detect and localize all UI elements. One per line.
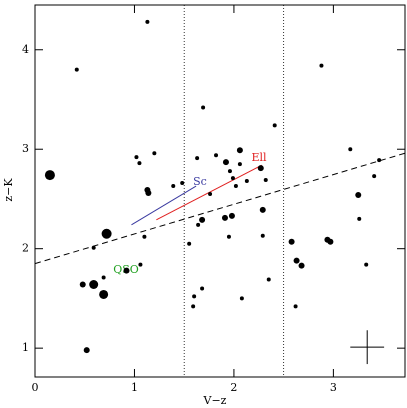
y-tick-label: 2 [22, 242, 29, 255]
point [191, 304, 196, 309]
point [260, 233, 265, 238]
point [237, 162, 242, 167]
point [187, 241, 192, 246]
point [214, 153, 219, 158]
x-tick-label: 1 [131, 381, 138, 394]
annotation: Ell [251, 151, 267, 164]
plot-frame [34, 4, 406, 378]
point [222, 159, 229, 166]
point [355, 191, 362, 198]
point [142, 234, 147, 239]
point [192, 294, 197, 299]
point [145, 19, 150, 24]
point [377, 158, 382, 163]
y-tick-label: 1 [22, 341, 29, 354]
x-axis-label: V−z [203, 394, 227, 407]
point [91, 245, 96, 250]
point [152, 151, 157, 156]
point [259, 206, 266, 213]
point [236, 147, 243, 154]
point [89, 279, 99, 289]
point [196, 222, 201, 227]
point [244, 179, 249, 184]
y-tick-label: 3 [22, 142, 29, 155]
x-tick-label: 2 [230, 381, 237, 394]
point [180, 181, 185, 186]
point [357, 216, 362, 221]
point [137, 161, 142, 166]
point [257, 165, 264, 172]
point [233, 184, 238, 189]
point [44, 170, 55, 181]
point [200, 286, 205, 291]
point [101, 228, 112, 239]
point [319, 63, 324, 68]
model-line [34, 152, 406, 265]
point [293, 257, 300, 264]
point [138, 262, 143, 267]
point [171, 184, 176, 189]
point [134, 155, 139, 160]
point [364, 262, 369, 267]
point [195, 156, 200, 161]
point [221, 214, 228, 221]
point [145, 189, 152, 196]
point [74, 67, 79, 72]
x-tick-label: 0 [32, 381, 39, 394]
point [263, 178, 268, 183]
point [226, 234, 231, 239]
point [99, 289, 109, 299]
point [101, 275, 106, 280]
model-line [131, 185, 197, 226]
y-axis-label: z−K [2, 178, 15, 202]
y-tick-label: 4 [22, 43, 29, 56]
point [298, 262, 305, 269]
point [266, 277, 271, 282]
point [293, 304, 298, 309]
point [288, 238, 295, 245]
point [372, 174, 377, 179]
point [208, 191, 213, 196]
point [230, 176, 235, 181]
point [83, 347, 90, 354]
point [201, 105, 206, 110]
point [227, 169, 232, 174]
point [228, 212, 235, 219]
annotation: Sc [193, 175, 207, 188]
point [272, 123, 277, 128]
x-tick-label: 3 [330, 381, 337, 394]
point [327, 238, 334, 245]
point [123, 267, 130, 274]
point [348, 147, 353, 152]
point [79, 281, 86, 288]
point [199, 216, 206, 223]
point [239, 296, 244, 301]
